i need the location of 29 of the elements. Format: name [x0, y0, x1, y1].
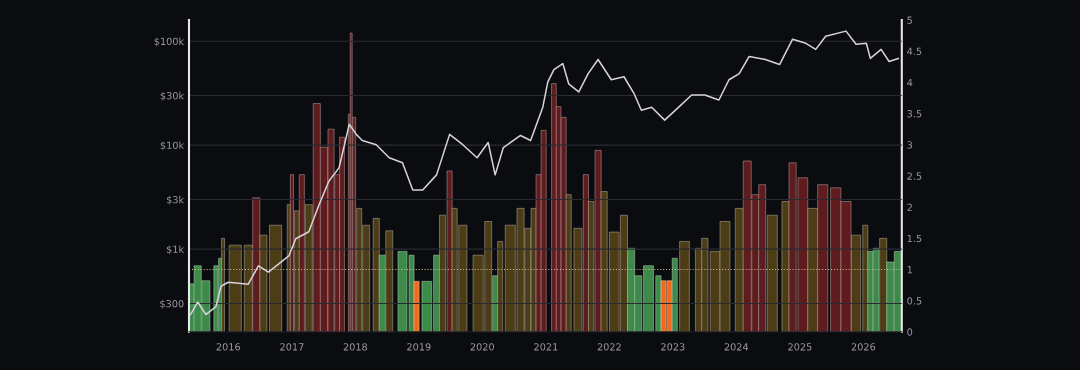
y2-tick-label: 0.5 [907, 297, 922, 305]
y2-tick-label: 1.5 [907, 234, 922, 243]
x-tick-label: 2022 [597, 343, 621, 351]
y2-tick-label: 4 [907, 78, 913, 87]
line-series [189, 30, 900, 316]
y2-tick-label: 0 [907, 328, 913, 336]
y-tick-label: $3k [166, 195, 185, 205]
x-tick-label: 2020 [470, 343, 495, 351]
x-tick-label: 2017 [280, 343, 304, 351]
y2-tick-label: 4.5 [907, 47, 922, 55]
x-tick-label: 2026 [851, 343, 876, 351]
x-tick-label: 2016 [216, 343, 241, 351]
x-tick-label: 2021 [534, 343, 558, 351]
y2-tick-label: 3.5 [907, 110, 922, 118]
y2-tick-label: 2 [907, 203, 912, 211]
y-tick-label: $100k [154, 37, 185, 47]
x-tick-label: 2019 [407, 343, 431, 351]
x-tick-label: 2024 [724, 343, 749, 351]
y-tick-label: $10k [160, 141, 185, 151]
x-tick-label: 2018 [343, 343, 368, 351]
y-tick-label: $30k [160, 91, 185, 101]
y-tick-label: $1k [166, 245, 185, 255]
y2-tick-label: 5 [907, 16, 912, 24]
y-tick-label: $300 [160, 299, 184, 309]
y2-tick-label: 2.5 [907, 172, 922, 180]
x-tick-label: 2023 [661, 343, 685, 351]
y2-tick-label: 3 [907, 141, 913, 149]
x-tick-label: 2025 [788, 343, 812, 351]
y2-tick-label: 1 [907, 266, 912, 274]
